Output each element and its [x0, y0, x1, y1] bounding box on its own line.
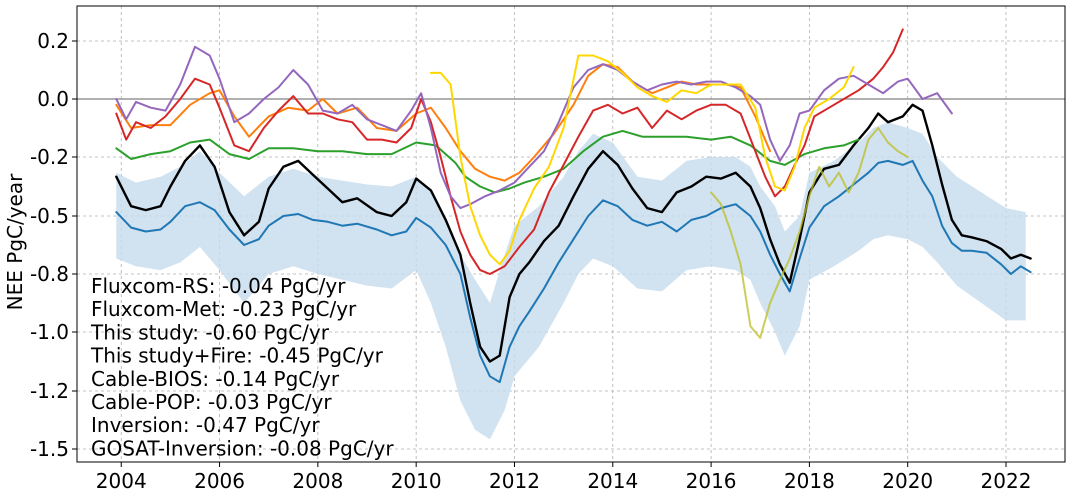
y-tick-label: -1.2 [30, 379, 69, 403]
x-tick-label: 2020 [882, 469, 933, 493]
x-tick-label: 2004 [96, 469, 147, 493]
y-tick-label: -1.0 [30, 320, 69, 344]
y-tick-label: -1.5 [30, 437, 69, 461]
x-tick-label: 2014 [587, 469, 638, 493]
y-tick-label: -0.5 [30, 204, 69, 228]
series-line-2 [115, 103, 1032, 363]
y-tick-label: 0.0 [37, 87, 69, 111]
series-line-7 [429, 54, 855, 266]
x-tick-label: 2018 [784, 469, 835, 493]
y-axis-ticks: 0.2 0.0 -0.2 -0.5 -0.8 -1.0 -1.2 -1.5 [30, 29, 77, 461]
x-tick-label: 2008 [292, 469, 343, 493]
series-line-8 [710, 127, 909, 339]
y-tick-label: 0.2 [37, 29, 69, 53]
series-line-5 [115, 28, 904, 275]
annotation-line: GOSAT-Inversion: -0.08 PgC/yr [91, 436, 394, 460]
y-axis-label: NEE PgC/year [3, 173, 27, 310]
annotation-line: Cable-BIOS: -0.14 PgC/yr [91, 367, 340, 391]
series-layer [115, 28, 1032, 384]
x-tick-label: 2022 [981, 469, 1032, 493]
series-line-6 [115, 45, 953, 210]
plot-frame [76, 5, 1066, 463]
x-tick-label: 2010 [391, 469, 442, 493]
y-tick-label: -0.8 [30, 262, 69, 286]
x-tick-label: 2012 [489, 469, 540, 493]
annotation-line: Cable-POP: -0.03 PgC/yr [91, 390, 332, 414]
x-tick-label: 2016 [686, 469, 737, 493]
series-line-1 [115, 159, 1032, 384]
x-axis-ticks: 2004 2006 2008 2010 2012 2014 2016 2018 2020 2022 [96, 462, 1032, 493]
annotation-line: Fluxcom-RS: -0.04 PgC/yr [91, 274, 346, 298]
y-tick-label: -0.2 [30, 145, 69, 169]
annotation-line: This study: -0.60 PgC/yr [90, 320, 330, 344]
annotation-line: Fluxcom-Met: -0.23 PgC/yr [91, 297, 357, 321]
annotation-line: This study+Fire: -0.45 PgC/yr [90, 344, 384, 368]
x-tick-label: 2006 [194, 469, 245, 493]
annotation-line: Inversion: -0.47 PgC/yr [91, 413, 320, 437]
